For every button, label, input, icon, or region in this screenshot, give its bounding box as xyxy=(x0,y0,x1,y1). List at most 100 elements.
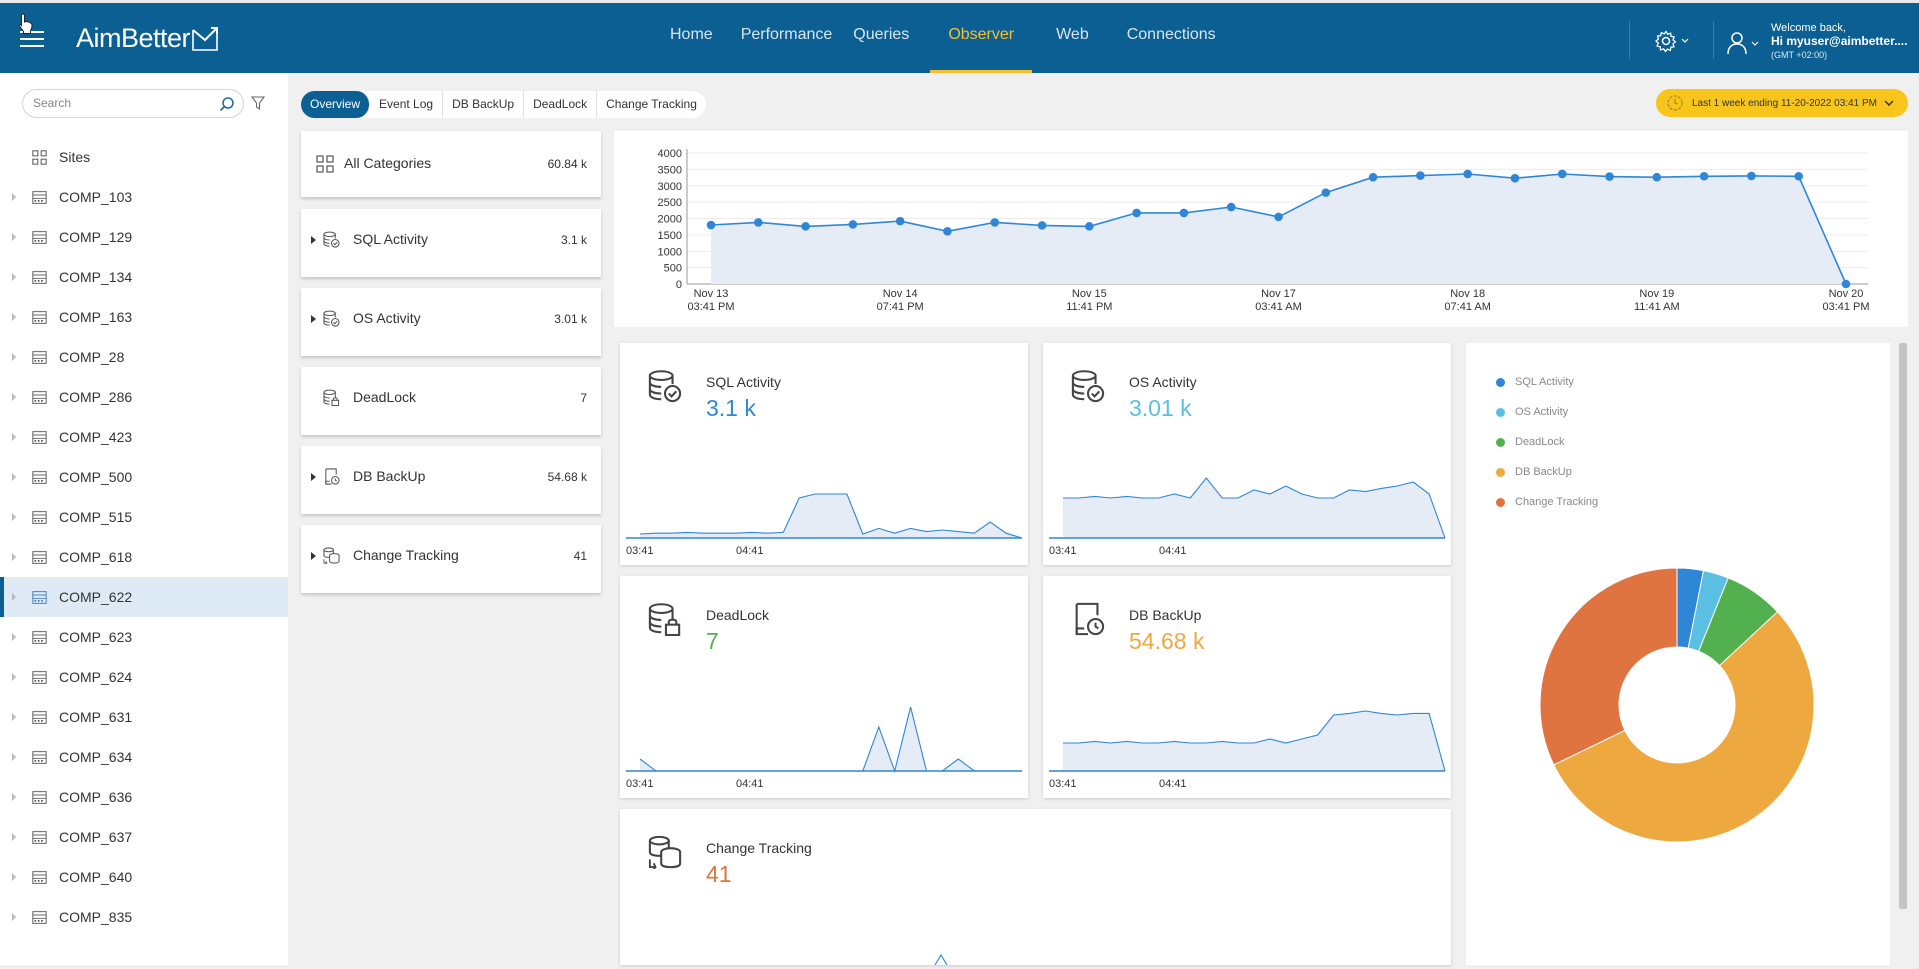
data-point[interactable] xyxy=(1652,172,1662,182)
legend-item[interactable]: Change Tracking xyxy=(1496,487,1598,517)
category-deadlock[interactable]: DeadLock 7 xyxy=(301,367,601,435)
nav-observer[interactable]: Observer xyxy=(930,3,1032,73)
sidebar-item-site[interactable]: COMP_622 xyxy=(0,577,288,617)
expand-arrow-icon[interactable] xyxy=(12,513,16,521)
nav-performance[interactable]: Performance xyxy=(740,26,833,43)
sidebar-item-site[interactable]: COMP_637 xyxy=(0,817,288,857)
expand-arrow-icon[interactable] xyxy=(12,313,16,321)
expand-arrow-icon[interactable] xyxy=(311,236,316,244)
data-point[interactable] xyxy=(1794,171,1804,181)
sidebar-item-site[interactable]: COMP_286 xyxy=(0,377,288,417)
expand-arrow-icon[interactable] xyxy=(12,393,16,401)
expand-arrow-icon[interactable] xyxy=(12,553,16,561)
data-point[interactable] xyxy=(1416,171,1425,180)
data-point[interactable] xyxy=(990,218,1000,227)
expand-arrow-icon[interactable] xyxy=(12,193,16,201)
data-point[interactable] xyxy=(1368,172,1378,182)
sidebar-item-site[interactable]: COMP_634 xyxy=(0,737,288,777)
expand-arrow-icon[interactable] xyxy=(12,593,16,601)
data-point[interactable] xyxy=(1510,173,1520,183)
tab-deadlock[interactable]: DeadLock xyxy=(524,91,598,118)
sidebar-item-site[interactable]: COMP_163 xyxy=(0,297,288,337)
expand-arrow-icon[interactable] xyxy=(12,753,16,761)
data-point[interactable] xyxy=(1321,188,1331,197)
data-point[interactable] xyxy=(1747,171,1756,181)
expand-arrow-icon[interactable] xyxy=(311,552,316,560)
data-point[interactable] xyxy=(1037,221,1047,230)
sidebar-item-site[interactable]: COMP_624 xyxy=(0,657,288,697)
user-menu[interactable]: Welcome back, Hi myuser@aimbetter.... (G… xyxy=(1726,22,1907,61)
tab-event-log[interactable]: Event Log xyxy=(370,91,444,118)
legend-item[interactable]: DeadLock xyxy=(1496,427,1598,457)
card-change-tracking[interactable]: Change Tracking 41 xyxy=(620,809,1451,965)
category-all-categories[interactable]: All Categories 60.84 k xyxy=(301,131,601,197)
expand-arrow-icon[interactable] xyxy=(311,473,316,481)
data-point[interactable] xyxy=(1699,171,1709,181)
expand-arrow-icon[interactable] xyxy=(12,793,16,801)
data-point[interactable] xyxy=(1226,202,1236,212)
period-selector[interactable]: Last 1 week ending 11-20-2022 03:41 PM xyxy=(1656,89,1908,117)
data-point[interactable] xyxy=(753,218,763,227)
legend-item[interactable]: DB BackUp xyxy=(1496,457,1598,487)
settings-menu[interactable] xyxy=(1654,28,1694,54)
sidebar-item-site[interactable]: COMP_103 xyxy=(0,177,288,217)
expand-arrow-icon[interactable] xyxy=(12,673,16,681)
expand-arrow-icon[interactable] xyxy=(12,713,16,721)
data-point[interactable] xyxy=(1557,169,1567,179)
expand-arrow-icon[interactable] xyxy=(12,913,16,921)
app-logo[interactable]: AimBetter xyxy=(76,23,219,54)
expand-arrow-icon[interactable] xyxy=(12,873,16,881)
category-sql-activity[interactable]: SQL Activity 3.1 k xyxy=(301,209,601,277)
expand-arrow-icon[interactable] xyxy=(12,473,16,481)
sidebar-item-site[interactable]: COMP_631 xyxy=(0,697,288,737)
search-input[interactable] xyxy=(33,96,203,110)
expand-arrow-icon[interactable] xyxy=(12,633,16,641)
legend-item[interactable]: OS Activity xyxy=(1496,397,1598,427)
sidebar-item-site[interactable]: COMP_636 xyxy=(0,777,288,817)
card-db-backup[interactable]: 03:41 04:41 DB BackUp 54.68 k xyxy=(1043,576,1451,798)
expand-arrow-icon[interactable] xyxy=(12,233,16,241)
legend-item[interactable]: SQL Activity xyxy=(1496,367,1598,397)
sidebar-item-site[interactable]: COMP_134 xyxy=(0,257,288,297)
data-point[interactable] xyxy=(1179,208,1189,218)
data-point[interactable] xyxy=(895,216,905,226)
donut-slice[interactable] xyxy=(1553,611,1815,843)
expand-arrow-icon[interactable] xyxy=(311,315,316,323)
nav-connections[interactable]: Connections xyxy=(1126,26,1216,43)
sidebar-item-site[interactable]: COMP_515 xyxy=(0,497,288,537)
data-point[interactable] xyxy=(1085,222,1094,231)
panel-scrollbar[interactable] xyxy=(1899,343,1907,909)
sidebar-item-site[interactable]: COMP_623 xyxy=(0,617,288,657)
sidebar-item-site[interactable]: COMP_500 xyxy=(0,457,288,497)
data-point[interactable] xyxy=(801,222,810,231)
expand-arrow-icon[interactable] xyxy=(12,433,16,441)
donut-slice[interactable] xyxy=(1539,567,1678,766)
category-db-backup[interactable]: DB BackUp 54.68 k xyxy=(301,446,601,514)
expand-arrow-icon[interactable] xyxy=(12,353,16,361)
tab-change-tracking[interactable]: Change Tracking xyxy=(606,97,697,111)
data-point[interactable] xyxy=(1463,169,1472,179)
tab-db-backup[interactable]: DB BackUp xyxy=(443,91,525,118)
data-point[interactable] xyxy=(848,220,858,229)
filter-icon[interactable] xyxy=(251,96,265,110)
hamburger-menu-icon[interactable] xyxy=(18,25,46,53)
expand-arrow-icon[interactable] xyxy=(12,273,16,281)
category-os-activity[interactable]: OS Activity 3.01 k xyxy=(301,288,601,356)
data-point[interactable] xyxy=(1605,172,1614,181)
search-icon[interactable] xyxy=(219,96,235,112)
data-point[interactable] xyxy=(1274,212,1283,222)
card-sql-activity[interactable]: 03:41 04:41 SQL Activity 3.1 k xyxy=(620,343,1028,565)
data-point[interactable] xyxy=(706,220,716,230)
nav-home[interactable]: Home xyxy=(670,26,713,43)
expand-arrow-icon[interactable] xyxy=(12,833,16,841)
data-point[interactable] xyxy=(1841,279,1851,289)
card-os-activity[interactable]: 03:41 04:41 OS Activity 3.01 k xyxy=(1043,343,1451,565)
sidebar-item-sites[interactable]: Sites xyxy=(0,137,288,177)
nav-web[interactable]: Web xyxy=(1056,26,1089,43)
sidebar-item-site[interactable]: COMP_129 xyxy=(0,217,288,257)
sidebar-item-site[interactable]: COMP_423 xyxy=(0,417,288,457)
sidebar-item-site[interactable]: COMP_835 xyxy=(0,897,288,937)
sidebar-item-site[interactable]: COMP_28 xyxy=(0,337,288,377)
sidebar-item-site[interactable]: COMP_618 xyxy=(0,537,288,577)
card-deadlock[interactable]: 03:41 04:41 DeadLock 7 xyxy=(620,576,1028,798)
